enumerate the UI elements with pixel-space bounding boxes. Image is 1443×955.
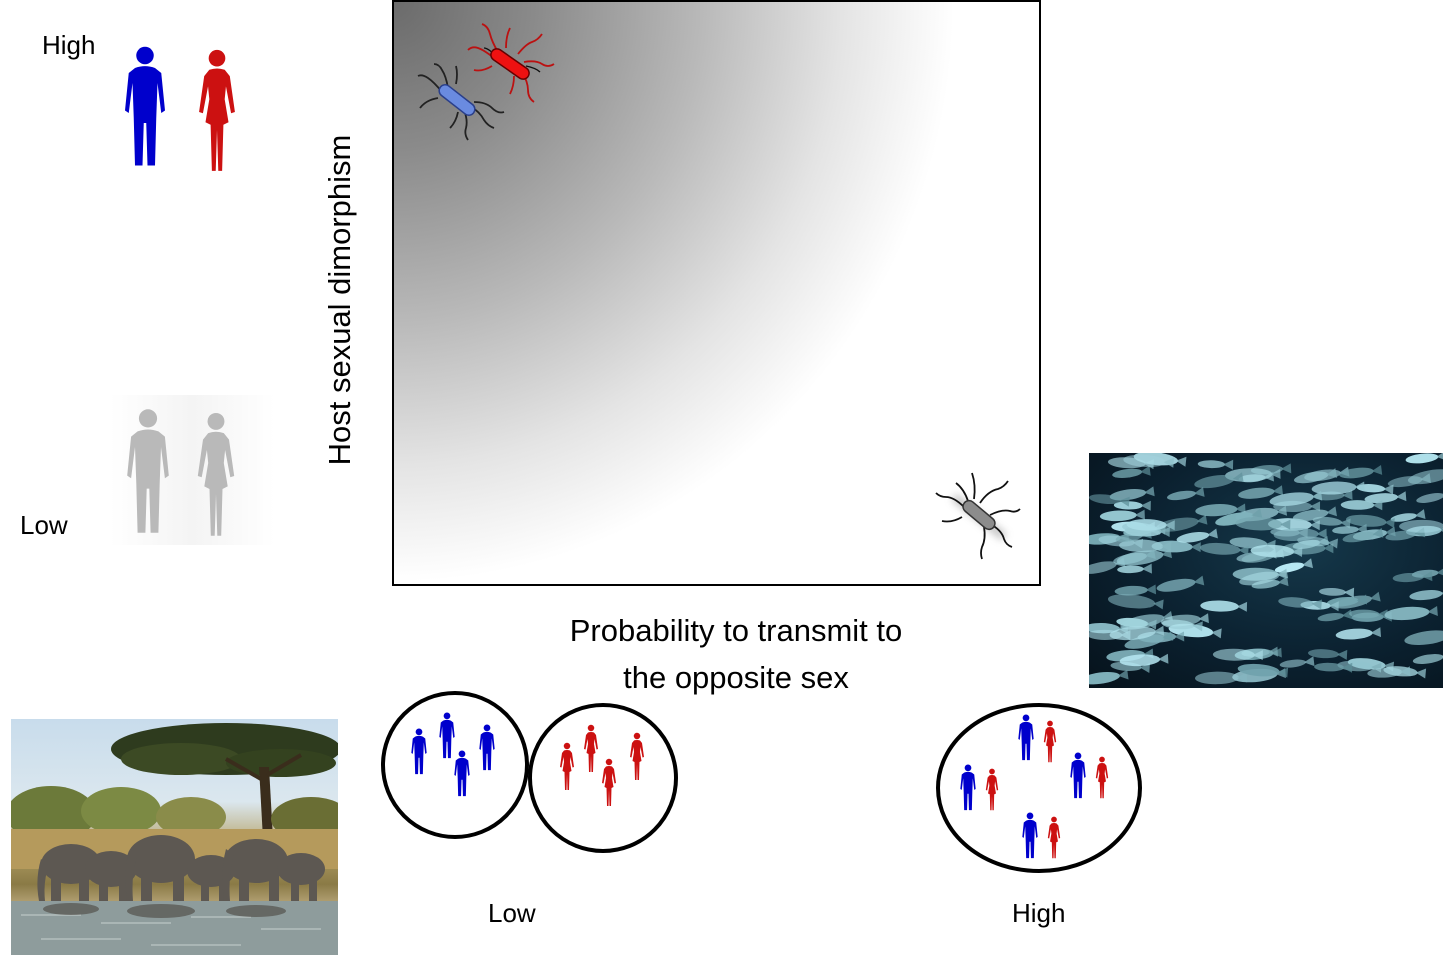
fish-mark [1367, 666, 1411, 678]
fish-mark [1123, 454, 1174, 468]
fish-mark [1194, 671, 1247, 685]
fish-mark [1176, 528, 1218, 543]
fish-mark [1109, 625, 1165, 641]
fish-mark [1239, 568, 1289, 586]
neutral-bacterium-icon [935, 472, 1021, 560]
fish-mark [1195, 503, 1246, 517]
female-bacterium-icon [467, 23, 555, 103]
fish-mark [1109, 486, 1155, 501]
fish-mark [1155, 514, 1208, 532]
fish-mark [1250, 544, 1303, 558]
fish-mark [1273, 528, 1327, 541]
fish-mark [1342, 527, 1384, 543]
elephant-scene-graphic [11, 723, 338, 955]
fish-mark [1124, 630, 1174, 649]
dimorphism-gradient-plot [392, 0, 1041, 586]
y-axis-label: Host sexual dimorphism [322, 134, 357, 466]
fish-mark [1119, 653, 1169, 667]
fish-mark [1116, 617, 1157, 630]
fish-mark [1364, 491, 1407, 504]
fish-mark [1317, 609, 1353, 622]
x-axis-label: Probability to transmit to the opposite … [480, 608, 992, 701]
y-high-label: High [42, 30, 96, 60]
fish-mark [1311, 481, 1365, 495]
x-axis-label-line1: Probability to transmit to [569, 613, 903, 648]
fish-mark [1089, 494, 1130, 507]
fish-mark [1345, 514, 1395, 529]
fish-mark [1119, 539, 1172, 553]
fish-mark [1151, 540, 1201, 553]
fish-mark [1200, 600, 1248, 612]
fish-mark [1238, 485, 1284, 499]
fish-mark [1212, 648, 1263, 661]
fish-mark [1399, 519, 1443, 533]
fish-mark [1215, 508, 1263, 526]
fish-mark [1409, 587, 1443, 601]
grey-human-silhouettes-icon [127, 409, 235, 536]
fish-mark [1269, 490, 1323, 507]
fish-mark [1114, 584, 1157, 596]
fish-mark [1089, 669, 1129, 685]
fish-mark [1160, 613, 1209, 627]
fish-mark [1113, 549, 1156, 565]
male-only-group-icon [381, 691, 529, 839]
fish-mark [1308, 649, 1348, 660]
fish-school-photo [1089, 453, 1443, 688]
fish-mark [1237, 663, 1289, 678]
fish-mark [1293, 468, 1338, 484]
fish-mark [1384, 606, 1438, 621]
fish-mark [1392, 571, 1433, 583]
fish-mark [1407, 469, 1443, 485]
fish-mark [1235, 516, 1291, 531]
fish-mark [1404, 630, 1443, 646]
fish-mark [1117, 563, 1152, 574]
fish-mark [1318, 587, 1355, 598]
mixed-sex-group-icon [936, 703, 1142, 873]
fish-mark [1200, 542, 1249, 556]
elephant-herd-photo [11, 719, 338, 955]
fish-mark [1335, 627, 1382, 640]
fish-mark [1194, 472, 1244, 489]
x-high-label: High [1012, 898, 1066, 928]
fish-mark [1279, 656, 1315, 668]
fish-mark [1349, 609, 1388, 620]
fish-mark [1340, 500, 1383, 511]
fish-mark [1412, 650, 1443, 665]
fish-mark [1339, 464, 1383, 479]
fish-mark [1314, 662, 1353, 673]
fish-mark [1274, 558, 1314, 573]
fish-mark [1099, 509, 1145, 522]
fish-mark [1126, 519, 1175, 531]
fish-mark [1405, 453, 1443, 464]
fish-mark [1166, 486, 1205, 501]
fish-school-graphic [1089, 453, 1443, 685]
female-only-group-icon [528, 703, 678, 853]
x-low-label: Low [488, 898, 536, 928]
x-axis-label-line2: the opposite sex [623, 659, 849, 695]
fish-mark [1416, 488, 1443, 503]
fish-mark [1278, 597, 1322, 610]
fish-mark [1107, 594, 1164, 610]
fish-mark [1292, 506, 1337, 522]
male-female-silhouettes-icon [125, 46, 235, 171]
fish-mark [1390, 509, 1426, 522]
fish-mark [1197, 459, 1234, 470]
male-bacterium-icon [417, 63, 505, 141]
y-low-label: Low [20, 510, 68, 540]
fish-mark [1156, 575, 1205, 592]
fish-mark [1112, 465, 1151, 478]
